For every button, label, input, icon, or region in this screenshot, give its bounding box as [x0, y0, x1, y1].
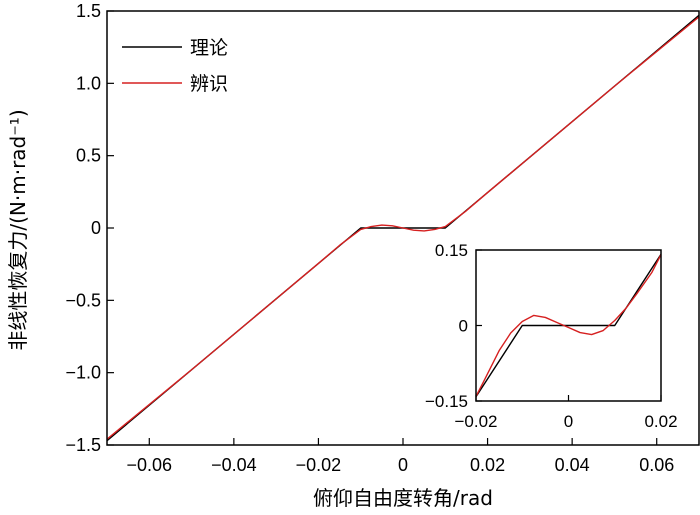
inset-y-tick-label-2: 0.15: [435, 241, 468, 260]
main-y-tick-label-5: 1.0: [76, 73, 101, 93]
main-x-tick-label-0: −0.06: [127, 455, 173, 475]
main-y-tick-label-0: −1.5: [65, 435, 101, 455]
main-series-1-line: [107, 16, 699, 440]
inset-series-0-line: [476, 252, 661, 399]
inset-x-tick-label-1: 0: [564, 412, 573, 431]
inset-plot: −0.02 0 0.02 −0.15 0 0.15: [425, 241, 678, 431]
main-x-tick-label-2: −0.02: [296, 455, 342, 475]
main-x-tick-label-3: 0: [398, 455, 408, 475]
main-x-tick-label-5: 0.04: [555, 455, 590, 475]
main-plot: −0.06 −0.04 −0.02 0 0.02 0.04 0.06 −1.5 −1.0 −0.5…: [65, 1, 700, 475]
main-y-tick-label-4: 0.5: [76, 146, 101, 166]
main-x-tick-label-6: 0.06: [639, 455, 674, 475]
main-x-tick-label-1: −0.04: [211, 455, 257, 475]
inset-y-tick-label-1: 0: [459, 317, 468, 336]
legend: 理论 辨识: [122, 37, 228, 95]
y-axis-title: 非线性恢复力/(N·m·rad⁻¹): [6, 109, 30, 350]
main-y-tick-label-1: −1.0: [65, 363, 101, 383]
legend-label-theory: 理论: [190, 37, 228, 59]
legend-label-identified: 辨识: [190, 73, 228, 95]
main-y-tick-label-2: −0.5: [65, 290, 101, 310]
main-y-tick-label-3: 0: [91, 218, 101, 238]
main-y-tick-label-6: 1.5: [76, 1, 101, 21]
inset-x-tick-label-2: 0.02: [644, 412, 677, 431]
inset-y-tick-label-0: −0.15: [425, 392, 468, 411]
inset-series-1-line: [476, 252, 661, 399]
inset-x-tick-label-0: −0.02: [454, 412, 497, 431]
main-x-tick-label-4: 0.02: [470, 455, 505, 475]
x-axis-title: 俯仰自由度转角/rad: [313, 486, 493, 510]
